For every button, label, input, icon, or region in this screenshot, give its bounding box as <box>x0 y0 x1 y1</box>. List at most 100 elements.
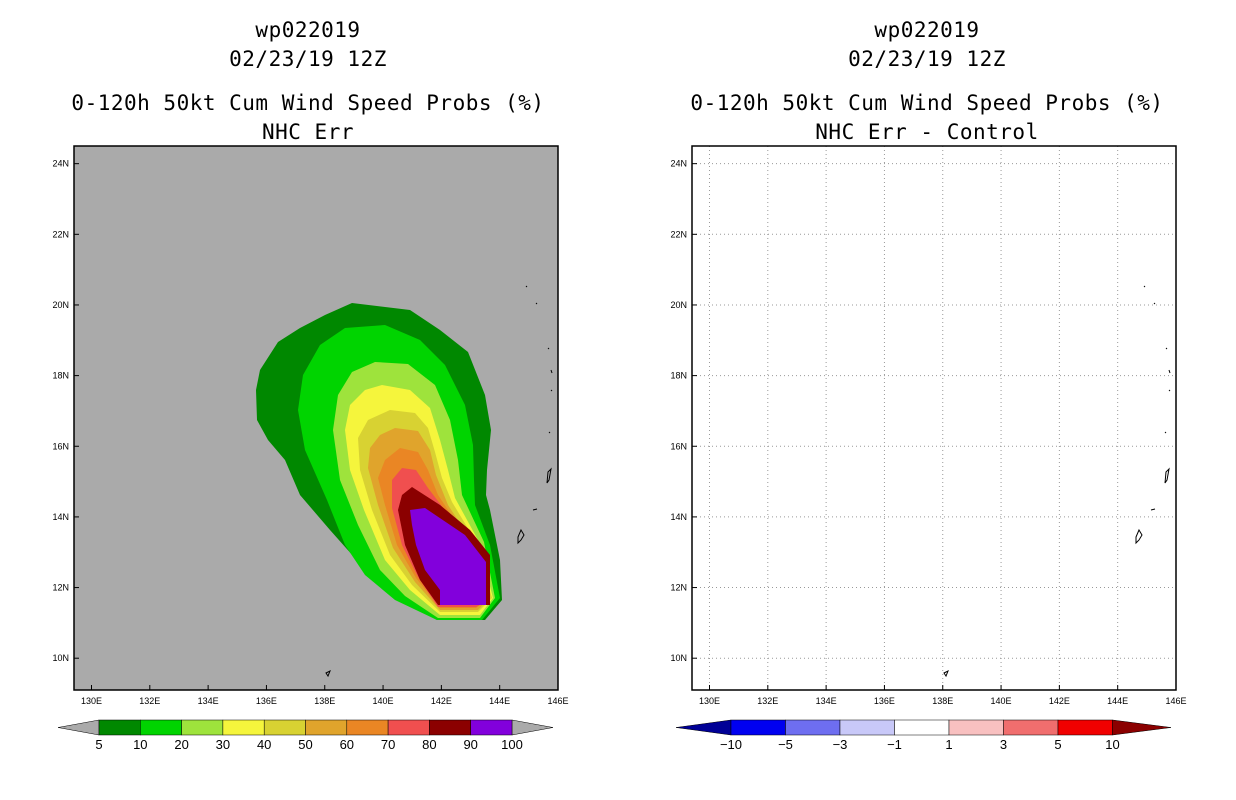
left-header: wp022019 02/23/19 12Z <box>58 16 558 74</box>
island-anatahan <box>548 431 551 434</box>
right-chart-title: 0-120h 50kt Cum Wind Speed Probs (%) <box>690 91 1164 115</box>
colorbar-box <box>387 719 430 736</box>
left-axis-ticks: 130E 132E 134E 136E 138E 140E 142E 144E 146E 10N 1… <box>52 159 568 706</box>
contour-90 <box>410 508 486 605</box>
y-tick-label: 22N <box>670 229 687 239</box>
y-tick-label: 14N <box>52 512 69 522</box>
y-tick-label: 16N <box>52 441 69 451</box>
y-tick-label: 10N <box>670 653 687 663</box>
colorbar-label: 100 <box>501 737 523 752</box>
x-tick-label: 130E <box>699 696 720 706</box>
y-tick-label: 24N <box>52 159 69 169</box>
colorbar-label: 10 <box>133 737 147 752</box>
right-title-block: 0-120h 50kt Cum Wind Speed Probs (%) NHC… <box>677 89 1177 147</box>
island-guam <box>1135 528 1143 545</box>
colorbar-box <box>263 719 306 736</box>
colorbar-box <box>894 719 950 736</box>
y-tick-label: 22N <box>52 229 69 239</box>
colorbar-label: −5 <box>778 737 793 752</box>
colorbar-box <box>140 719 182 736</box>
colorbar-label: −1 <box>887 737 902 752</box>
island-agrihan <box>1165 347 1168 350</box>
colorbar-label: 5 <box>1054 737 1061 752</box>
x-tick-label: 138E <box>932 696 953 706</box>
x-tick-label: 136E <box>874 696 895 706</box>
island-maug <box>535 302 538 305</box>
island-pagan-south <box>550 389 553 392</box>
right-axis-ticks: 130E 132E 134E 136E 138E 140E 142E 144E 146E 10N 1… <box>670 159 1186 706</box>
x-tick-label: 140E <box>373 696 394 706</box>
x-tick-label: 136E <box>256 696 277 706</box>
island-rota <box>1150 508 1156 511</box>
colorbar-label: −10 <box>720 737 742 752</box>
right-storm-id: wp022019 <box>874 18 980 42</box>
colorbar-box <box>470 719 513 736</box>
right-map: 130E 132E 134E 136E 138E 140E 142E 144E 146E 10N 1… <box>670 145 1187 706</box>
island-uracas <box>1143 285 1146 288</box>
island-pagan-south <box>1168 389 1171 392</box>
island-rota <box>532 508 538 511</box>
left-coastlines <box>325 285 553 678</box>
x-tick-label: 132E <box>139 696 160 706</box>
y-tick-label: 18N <box>670 371 687 381</box>
colorbar-upper-triangle <box>511 719 554 736</box>
island-uracas <box>525 285 528 288</box>
colorbar-box <box>839 719 895 736</box>
y-tick-label: 24N <box>670 159 687 169</box>
colorbar-label: 50 <box>298 737 312 752</box>
colorbar-box <box>730 719 786 736</box>
x-tick-label: 130E <box>81 696 102 706</box>
island-saipan <box>1164 467 1170 484</box>
right-chart-subtitle: NHC Err - Control <box>815 120 1039 144</box>
colorbar-lower-triangle <box>675 719 732 736</box>
left-datetime: 02/23/19 12Z <box>229 47 387 71</box>
x-tick-label: 144E <box>1107 696 1128 706</box>
island-ulithi <box>325 669 331 678</box>
island-anatahan <box>1164 431 1167 434</box>
right-map-frame <box>691 145 1177 691</box>
left-colorbar: 5 10 20 30 40 50 60 70 80 90 100 <box>57 719 554 752</box>
colorbar-box <box>98 719 141 736</box>
colorbar-label: 5 <box>95 737 102 752</box>
island-agrihan <box>547 347 550 350</box>
right-map-background <box>692 146 1176 690</box>
colorbar-label: 30 <box>216 737 230 752</box>
left-chart-subtitle: NHC Err <box>261 120 354 144</box>
x-tick-label: 132E <box>757 696 778 706</box>
left-map: 130E 132E 134E 136E 138E 140E 142E 144E 146E 10N 1… <box>52 145 569 706</box>
y-tick-label: 12N <box>670 583 687 593</box>
colorbar-label: 20 <box>174 737 188 752</box>
colorbar-box <box>305 719 348 736</box>
colorbar-label: 60 <box>340 737 354 752</box>
colorbar-label: −3 <box>833 737 848 752</box>
right-datetime: 02/23/19 12Z <box>848 47 1006 71</box>
x-tick-label: 142E <box>1049 696 1070 706</box>
island-ulithi <box>943 669 949 678</box>
y-tick-label: 12N <box>52 583 69 593</box>
y-tick-label: 10N <box>52 653 69 663</box>
colorbar-label: 3 <box>1000 737 1007 752</box>
colorbar-box <box>429 719 471 736</box>
island-pagan <box>1168 369 1171 374</box>
right-colorbar: −10 −5 −3 −1 1 3 5 10 <box>675 719 1172 752</box>
left-map-frame <box>73 145 559 691</box>
y-tick-label: 20N <box>52 300 69 310</box>
left-contours <box>256 303 502 620</box>
colorbar-box <box>181 719 224 736</box>
colorbar-label: 1 <box>945 737 952 752</box>
x-tick-label: 134E <box>198 696 219 706</box>
island-saipan <box>546 467 552 484</box>
right-coastlines <box>943 285 1171 678</box>
colorbar-label: 80 <box>422 737 436 752</box>
x-tick-label: 142E <box>431 696 452 706</box>
right-header: wp022019 02/23/19 12Z <box>677 16 1177 74</box>
colorbar-upper-triangle <box>1112 719 1172 736</box>
colorbar-label: 90 <box>463 737 477 752</box>
island-maug <box>1153 302 1156 305</box>
colorbar-box <box>948 719 1004 736</box>
colorbar-lower-triangle <box>57 719 100 736</box>
x-tick-label: 138E <box>314 696 335 706</box>
colorbar-box <box>222 719 265 736</box>
y-tick-label: 18N <box>52 371 69 381</box>
